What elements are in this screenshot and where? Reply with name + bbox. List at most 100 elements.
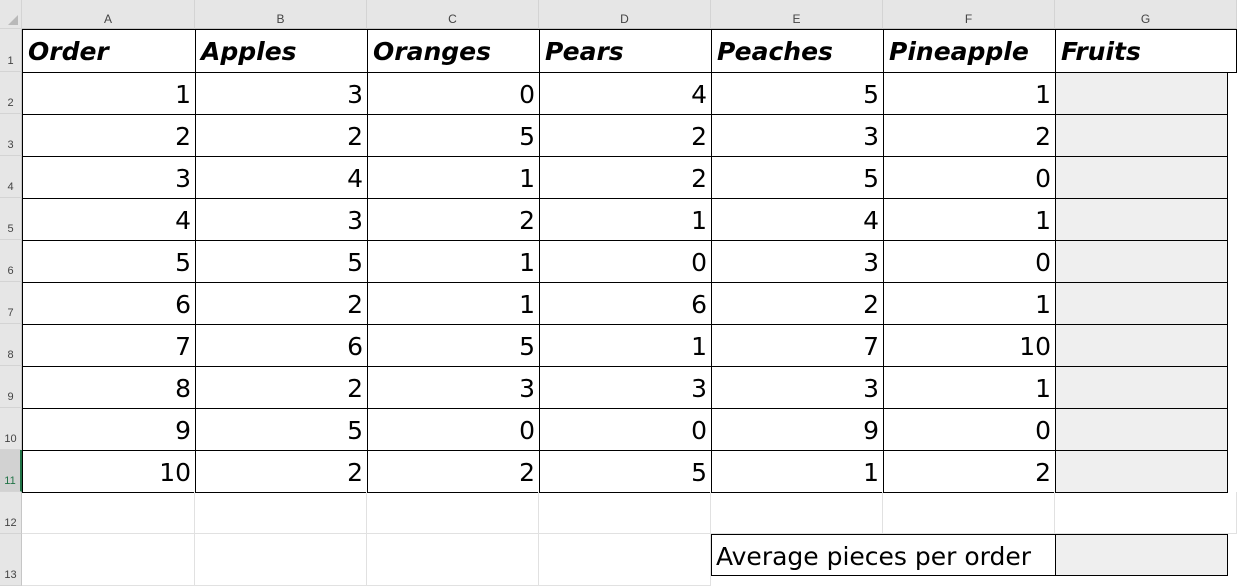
data-cell[interactable]: 5 [195, 408, 368, 451]
data-cell[interactable]: 1 [367, 156, 540, 199]
average-pieces-value-cell[interactable] [1055, 534, 1228, 576]
row-header-5[interactable]: 5 [0, 198, 22, 240]
data-cell[interactable]: 1 [367, 282, 540, 325]
data-cell[interactable]: 4 [539, 72, 712, 115]
average-pieces-label[interactable]: Average pieces per order [711, 534, 1056, 576]
fruits-total-cell[interactable] [1055, 198, 1228, 241]
row-header-2[interactable]: 2 [0, 72, 22, 114]
data-cell[interactable]: 2 [367, 198, 540, 241]
empty-cell[interactable] [539, 492, 711, 534]
row-header-7[interactable]: 7 [0, 282, 22, 324]
data-cell[interactable]: 2 [195, 366, 368, 409]
data-cell[interactable]: 9 [22, 408, 196, 451]
data-cell[interactable]: 2 [539, 114, 712, 157]
column-header-e[interactable]: E [711, 0, 883, 29]
row-header-13[interactable]: 13 [0, 534, 22, 586]
data-cell[interactable]: 3 [367, 366, 540, 409]
empty-cell[interactable] [22, 534, 195, 586]
data-cell[interactable]: 6 [539, 282, 712, 325]
row-header-11[interactable]: 11 [0, 450, 22, 492]
header-cell-order[interactable]: Order [22, 29, 196, 73]
data-cell[interactable]: 0 [367, 408, 540, 451]
data-cell[interactable]: 3 [539, 366, 712, 409]
row-header-1[interactable]: 1 [0, 29, 22, 72]
data-cell[interactable]: 3 [711, 240, 884, 283]
data-cell[interactable]: 10 [883, 324, 1056, 367]
data-cell[interactable]: 1 [883, 366, 1056, 409]
data-cell[interactable]: 1 [539, 198, 712, 241]
header-cell-fruits[interactable]: Fruits [1055, 29, 1237, 73]
data-cell[interactable]: 0 [883, 156, 1056, 199]
data-cell[interactable]: 7 [711, 324, 884, 367]
data-cell[interactable]: 2 [195, 450, 368, 493]
data-cell[interactable]: 6 [195, 324, 368, 367]
fruits-total-cell[interactable] [1055, 156, 1228, 199]
data-cell[interactable]: 9 [711, 408, 884, 451]
data-cell[interactable]: 1 [883, 198, 1056, 241]
data-cell[interactable]: 0 [883, 408, 1056, 451]
fruits-total-cell[interactable] [1055, 366, 1228, 409]
header-cell-peaches[interactable]: Peaches [711, 29, 884, 73]
fruits-total-cell[interactable] [1055, 324, 1228, 367]
row-header-12[interactable]: 12 [0, 492, 22, 534]
data-cell[interactable]: 1 [883, 72, 1056, 115]
fruits-total-cell[interactable] [1055, 72, 1228, 115]
data-cell[interactable]: 1 [711, 450, 884, 493]
header-cell-oranges[interactable]: Oranges [367, 29, 540, 73]
column-header-g[interactable]: G [1055, 0, 1237, 29]
empty-cell[interactable] [195, 492, 367, 534]
column-header-c[interactable]: C [367, 0, 539, 29]
data-cell[interactable]: 5 [22, 240, 196, 283]
data-cell[interactable]: 4 [711, 198, 884, 241]
empty-cell[interactable] [22, 492, 195, 534]
fruits-total-cell[interactable] [1055, 240, 1228, 283]
fruits-total-cell[interactable] [1055, 114, 1228, 157]
data-cell[interactable]: 1 [539, 324, 712, 367]
data-cell[interactable]: 3 [711, 114, 884, 157]
data-cell[interactable]: 10 [22, 450, 196, 493]
data-cell[interactable]: 5 [367, 324, 540, 367]
data-cell[interactable]: 2 [883, 114, 1056, 157]
data-cell[interactable]: 0 [539, 408, 712, 451]
data-cell[interactable]: 6 [22, 282, 196, 325]
empty-cell[interactable] [711, 492, 883, 534]
row-header-6[interactable]: 6 [0, 240, 22, 282]
empty-cell[interactable] [1055, 492, 1237, 534]
data-cell[interactable]: 2 [22, 114, 196, 157]
data-cell[interactable]: 0 [883, 240, 1056, 283]
fruits-total-cell[interactable] [1055, 408, 1228, 451]
data-cell[interactable]: 7 [22, 324, 196, 367]
data-cell[interactable]: 0 [367, 72, 540, 115]
data-cell[interactable]: 2 [367, 450, 540, 493]
data-cell[interactable]: 5 [711, 72, 884, 115]
empty-cell[interactable] [539, 534, 711, 586]
select-all-corner[interactable] [0, 0, 22, 29]
column-header-f[interactable]: F [883, 0, 1055, 29]
column-header-a[interactable]: A [22, 0, 195, 29]
data-cell[interactable]: 2 [883, 450, 1056, 493]
data-cell[interactable]: 4 [195, 156, 368, 199]
data-cell[interactable]: 2 [711, 282, 884, 325]
header-cell-apples[interactable]: Apples [195, 29, 368, 73]
data-cell[interactable]: 3 [711, 366, 884, 409]
data-cell[interactable]: 1 [22, 72, 196, 115]
data-cell[interactable]: 2 [539, 156, 712, 199]
data-cell[interactable]: 8 [22, 366, 196, 409]
header-cell-pineapple[interactable]: Pineapple [883, 29, 1056, 73]
data-cell[interactable]: 2 [195, 282, 368, 325]
row-header-9[interactable]: 9 [0, 366, 22, 408]
data-cell[interactable]: 3 [195, 198, 368, 241]
data-cell[interactable]: 5 [195, 240, 368, 283]
fruits-total-cell[interactable] [1055, 282, 1228, 325]
empty-cell[interactable] [367, 534, 539, 586]
empty-cell[interactable] [367, 492, 539, 534]
empty-cell[interactable] [195, 534, 367, 586]
data-cell[interactable]: 2 [195, 114, 368, 157]
data-cell[interactable]: 0 [539, 240, 712, 283]
data-cell[interactable]: 5 [367, 114, 540, 157]
column-header-d[interactable]: D [539, 0, 711, 29]
fruits-total-cell[interactable] [1055, 450, 1228, 493]
data-cell[interactable]: 1 [367, 240, 540, 283]
row-header-4[interactable]: 4 [0, 156, 22, 198]
data-cell[interactable]: 5 [539, 450, 712, 493]
